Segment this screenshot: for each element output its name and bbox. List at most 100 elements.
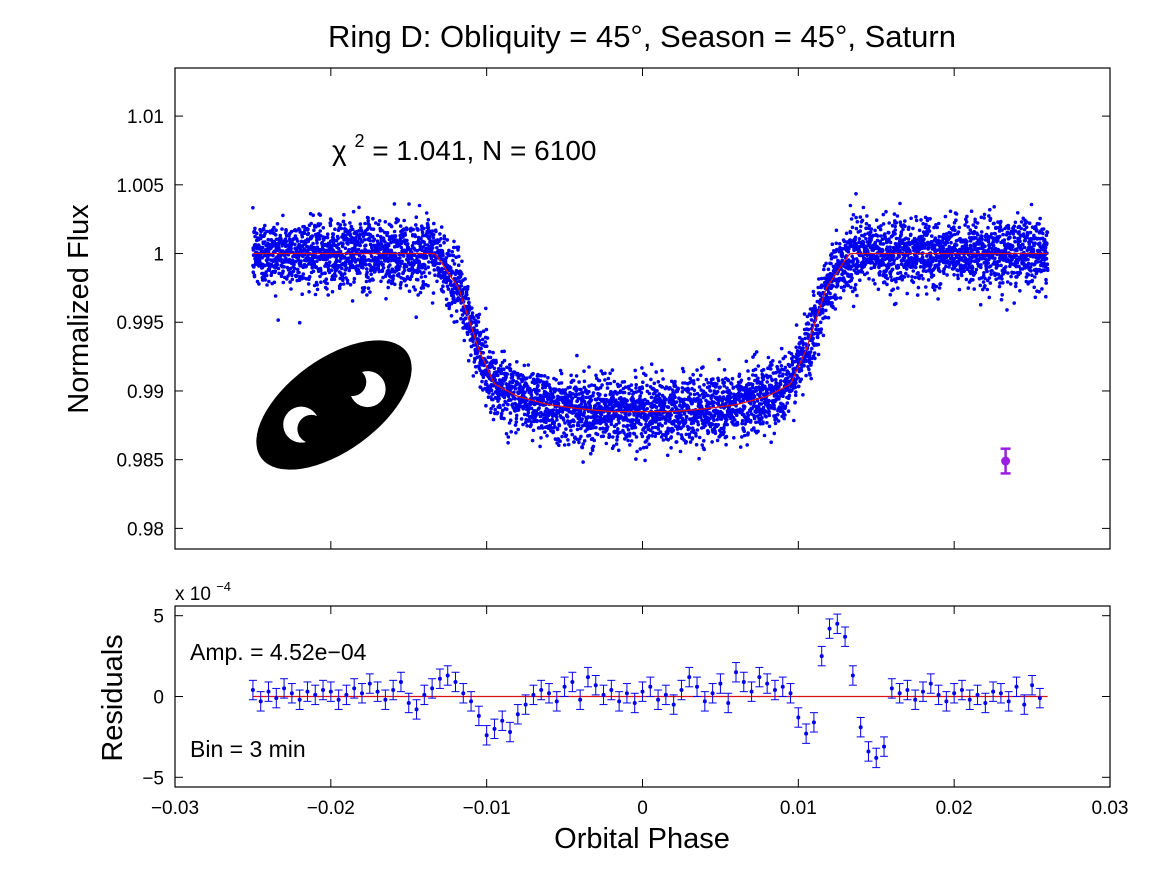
flux-point	[276, 266, 281, 271]
flux-point	[559, 371, 564, 376]
flux-point	[391, 277, 395, 281]
flux-point	[656, 380, 661, 384]
flux-point	[416, 293, 420, 297]
flux-point	[605, 425, 610, 429]
flux-point	[603, 419, 608, 423]
flux-point	[356, 247, 361, 252]
flux-point	[290, 273, 294, 278]
flux-point	[319, 268, 323, 273]
flux-point	[424, 254, 429, 259]
flux-point	[311, 269, 316, 274]
flux-point	[853, 235, 858, 240]
flux-point	[767, 413, 772, 418]
flux-point	[502, 349, 507, 354]
flux-point	[679, 433, 684, 437]
flux-point	[654, 431, 658, 436]
flux-point	[855, 220, 860, 224]
flux-point	[608, 371, 612, 376]
flux-point	[315, 241, 319, 245]
flux-point	[764, 415, 768, 419]
flux-point	[508, 362, 512, 367]
flux-point	[488, 385, 493, 390]
flux-point	[318, 234, 323, 238]
flux-point	[264, 273, 269, 278]
flux-point	[318, 229, 323, 233]
flux-point	[809, 376, 813, 381]
flux-point	[378, 247, 383, 252]
flux-point	[344, 266, 349, 270]
flux-point	[548, 425, 553, 430]
flux-point	[581, 442, 585, 446]
flux-point	[424, 211, 429, 215]
flux-point	[587, 433, 592, 438]
flux-point	[472, 316, 476, 321]
flux-point	[508, 411, 513, 415]
flux-point	[861, 254, 865, 258]
flux-point	[873, 228, 877, 233]
flux-point	[366, 219, 371, 223]
flux-point	[577, 423, 581, 428]
flux-point	[261, 228, 266, 232]
flux-point	[777, 374, 782, 378]
flux-point	[884, 273, 888, 278]
flux-point	[894, 236, 899, 241]
flux-point	[767, 398, 771, 403]
flux-point	[603, 371, 607, 376]
flux-point	[834, 255, 838, 259]
flux-point	[660, 423, 664, 428]
flux-point	[876, 234, 880, 238]
flux-point	[284, 239, 289, 244]
flux-point	[452, 262, 457, 266]
flux-point	[786, 409, 791, 414]
flux-point	[364, 262, 368, 267]
flux-point	[274, 237, 279, 242]
flux-point	[540, 426, 545, 430]
flux-point	[636, 418, 641, 423]
flux-point	[707, 384, 712, 389]
flux-point	[371, 227, 376, 231]
flux-point	[493, 407, 498, 412]
flux-point	[400, 259, 404, 264]
flux-point	[398, 256, 402, 260]
flux-point	[691, 372, 695, 377]
flux-point	[366, 216, 370, 220]
flux-point	[290, 277, 295, 282]
flux-point	[680, 435, 684, 440]
flux-point	[549, 387, 553, 392]
flux-point	[880, 257, 885, 262]
flux-point	[502, 358, 507, 363]
flux-point	[742, 405, 747, 409]
flux-point	[512, 370, 517, 375]
flux-point	[564, 433, 569, 438]
flux-point	[357, 205, 361, 210]
flux-point	[550, 417, 554, 422]
flux-point	[615, 434, 620, 439]
flux-point	[743, 415, 748, 419]
flux-point	[896, 265, 901, 270]
flux-point	[387, 279, 392, 283]
flux-point	[841, 288, 846, 293]
flux-point	[393, 282, 397, 287]
flux-point	[777, 385, 781, 389]
flux-point	[563, 421, 567, 425]
flux-point	[618, 383, 623, 388]
flux-point	[522, 412, 527, 417]
flux-point	[496, 366, 501, 371]
flux-point	[431, 291, 436, 295]
flux-point	[629, 383, 634, 387]
flux-point	[554, 388, 559, 392]
flux-point	[432, 268, 437, 272]
flux-point	[403, 233, 408, 237]
flux-point	[426, 283, 430, 288]
flux-point	[873, 282, 877, 286]
flux-point	[321, 226, 326, 230]
flux-point	[474, 323, 479, 328]
flux-point	[696, 377, 700, 382]
flux-point	[496, 373, 500, 378]
flux-point	[252, 274, 257, 279]
flux-point	[324, 277, 329, 282]
flux-point	[869, 266, 873, 271]
flux-point	[513, 397, 517, 401]
flux-point	[529, 423, 533, 427]
flux-point	[285, 277, 289, 281]
